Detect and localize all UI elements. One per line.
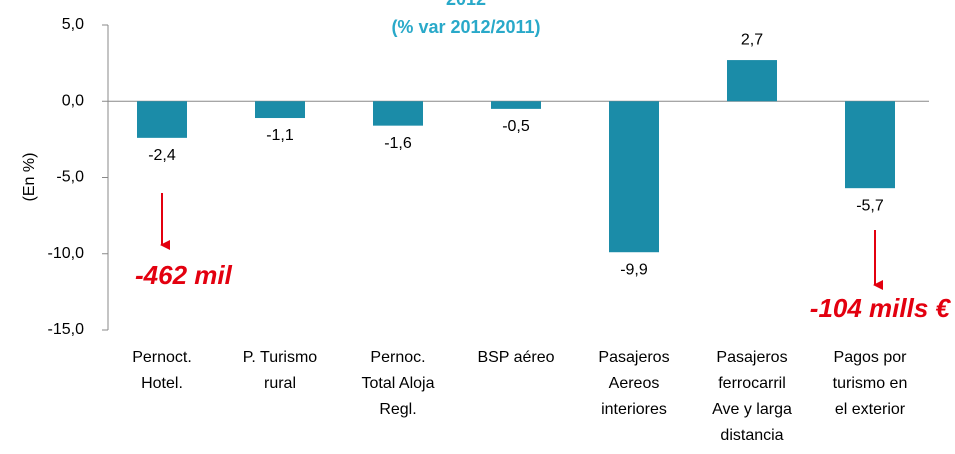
data-label: -2,4 (148, 147, 176, 164)
bar (491, 101, 541, 109)
bar (609, 101, 659, 253)
bar (845, 101, 895, 189)
bar (137, 101, 187, 138)
y-tick-label: 5,0 (62, 16, 84, 33)
data-label: -5,7 (856, 197, 884, 214)
y-tick-label: -15,0 (48, 321, 85, 338)
data-label: -9,9 (620, 261, 648, 278)
data-label: -1,6 (384, 135, 412, 152)
x-tick-label: Pasajeros Aereos interiores (598, 349, 670, 418)
data-label: -0,5 (502, 118, 530, 135)
data-label: -1,1 (266, 127, 294, 144)
x-tick-label: Pasajeros ferrocarril Ave y larga distan… (712, 349, 792, 444)
y-tick-label: -5,0 (56, 169, 84, 186)
annotation: -462 mil (135, 260, 233, 290)
bar (727, 60, 777, 102)
x-tick-label: Pagos por turismo en el exterior (832, 349, 908, 418)
y-tick-label: -10,0 (48, 245, 85, 262)
annotation: -104 mills € (810, 293, 952, 323)
x-tick-label: P. Turismo rural (242, 349, 318, 392)
bar (373, 101, 423, 126)
chart-subtitle: (% var 2012/2011) (391, 17, 540, 37)
x-tick-label: Pernoct. Hotel. (132, 349, 192, 392)
y-axis-label: (En %) (21, 153, 38, 202)
x-tick-label: Pernoc. Total Aloja Regl. (361, 349, 435, 418)
y-tick-label: 0,0 (62, 92, 84, 109)
x-tick-label: BSP aéreo (477, 349, 555, 366)
data-label: 2,7 (741, 31, 763, 48)
chart-title: 2012 (446, 0, 486, 9)
bar (255, 101, 305, 119)
